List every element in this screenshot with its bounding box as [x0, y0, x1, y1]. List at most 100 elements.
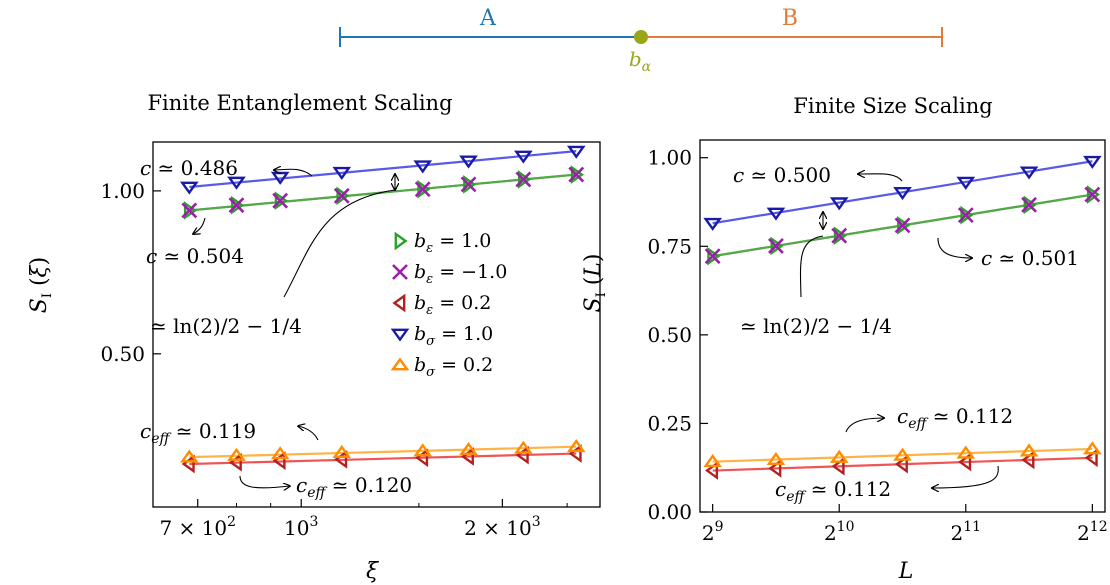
right-anno-ln2: ≃ ln(2)/2 − 1/4: [740, 314, 892, 338]
right-gap-curve: [799, 235, 824, 298]
right-plot-frame: [699, 139, 1106, 513]
left-anno-ceff-lower-arrow: [239, 475, 290, 488]
left-anno-c-upper: c ≃ 0.486: [140, 156, 238, 180]
right-anno-ceff-upper-arrow: [845, 418, 884, 433]
right-marker-s0: [897, 216, 911, 235]
left-fit-line-4: [189, 445, 577, 459]
right-ytick-label: 0.00: [647, 500, 692, 524]
right-marker-s1: [1021, 196, 1037, 213]
left-marker-s0: [336, 186, 350, 206]
right-anno-ceff-upper: ceff ≃ 0.112: [897, 404, 1013, 432]
region-b-label: B: [782, 6, 798, 31]
right-xtick-label: 210: [824, 519, 855, 545]
left-marker-s4: [459, 441, 478, 456]
left-marker-s3: [566, 145, 586, 159]
boundary-label: bα: [629, 47, 652, 75]
right-panel: Finite Size Scaling 0.00 0.25 0.50 0.75 1.00…: [581, 94, 1108, 584]
left-marker-s4: [514, 440, 533, 454]
left-axis-ticks: 0.50 1.00 7 × 102 103 2 × 103: [100, 179, 568, 540]
left-marker-s0: [517, 170, 532, 189]
left-marker-s3: [413, 160, 433, 174]
left-marker-s4: [270, 446, 290, 460]
right-marker-s0: [960, 205, 974, 225]
right-anno-ceff-lower-arrow: [932, 465, 999, 488]
right-marker-s1: [704, 248, 721, 265]
right-marker-s3: [829, 197, 849, 211]
left-xtick-label: 103: [284, 514, 318, 540]
left-marker-s1: [272, 192, 289, 209]
right-marker-s4: [893, 447, 912, 461]
left-marker-s4: [566, 439, 586, 453]
left-marker-s4: [227, 447, 246, 461]
left-marker-s1: [181, 202, 198, 219]
left-y-axis-label: SI (ξ): [27, 257, 55, 314]
left-x-axis-label: ξ: [366, 559, 380, 584]
right-fit-line-2: [712, 456, 1093, 472]
bipartition-diagram: A B bα: [339, 6, 943, 75]
right-ytick-label: 0.25: [647, 411, 692, 435]
legend: bε = 1.0 bε = −1.0 bε = 0.2 bσ = 1.0 bσ = 0.…: [390, 230, 507, 380]
left-fit-line-3: [189, 150, 577, 189]
left-marker-s3: [332, 166, 352, 180]
left-fit-line-2: [189, 452, 577, 466]
left-marker-s0: [231, 195, 245, 215]
left-marker-s0: [274, 191, 288, 210]
right-fit-line-3: [712, 160, 1093, 225]
left-data-markers: [179, 145, 586, 474]
right-x-axis-label: L: [898, 559, 914, 584]
left-marker-s0: [183, 201, 197, 220]
left-panel: Finite Entanglement Scaling 0.50 1.00 7 × …: [27, 91, 601, 584]
left-marker-s4: [413, 443, 433, 457]
right-marker-s3: [1083, 155, 1102, 169]
right-ytick-label: 0.50: [647, 323, 692, 347]
left-marker-s4: [179, 449, 199, 463]
left-marker-s3: [227, 176, 246, 190]
right-marker-s1: [1084, 186, 1101, 203]
right-marker-s1: [894, 217, 911, 234]
right-marker-s3: [703, 217, 722, 231]
left-ytick-label: 1.00: [100, 179, 145, 203]
left-marker-s0: [463, 175, 477, 194]
left-ytick-label: 0.50: [100, 342, 145, 366]
left-plot-frame: [152, 141, 601, 508]
boundary-dot: [634, 30, 648, 44]
left-gap-curve: [283, 189, 396, 298]
right-marker-s1: [768, 238, 784, 254]
right-xtick-label: 211: [951, 519, 982, 545]
left-marker-s1: [414, 181, 431, 198]
left-marker-s3: [514, 150, 533, 164]
right-marker-s0: [707, 246, 721, 266]
left-marker-s4: [332, 444, 352, 458]
left-marker-s1: [515, 171, 532, 188]
legend-label: bε = 1.0: [414, 230, 491, 256]
right-ytick-label: 0.75: [647, 234, 692, 258]
left-panel-title: Finite Entanglement Scaling: [147, 91, 452, 115]
left-fit-lines: [189, 150, 577, 466]
left-marker-s3: [459, 155, 478, 169]
right-marker-s0: [1086, 185, 1101, 204]
legend-marker: [390, 328, 410, 342]
legend-label: bσ = 0.2: [414, 354, 493, 380]
left-anno-ceff-upper-arrow: [298, 426, 319, 441]
right-anno-c-lower-arrow: [937, 237, 972, 258]
left-xtick-label: 2 × 103: [464, 514, 541, 540]
right-fit-line-4: [712, 447, 1093, 463]
legend-marker: [392, 264, 408, 280]
right-anno-ceff-lower: ceff ≃ 0.112: [775, 477, 891, 505]
right-marker-s4: [1019, 443, 1039, 457]
right-marker-s3: [766, 207, 786, 221]
right-marker-s0: [770, 236, 784, 256]
left-marker-s1: [568, 166, 585, 183]
right-marker-s1: [957, 207, 974, 224]
right-marker-s4: [766, 451, 786, 465]
right-marker-s0: [1023, 195, 1037, 215]
right-marker-s0: [833, 226, 847, 245]
legend-label: bε = −1.0: [414, 261, 507, 287]
left-marker-s3: [179, 181, 199, 195]
right-axis-ticks: 0.00 0.25 0.50 0.75 1.00 29 210 211 212: [647, 146, 1107, 545]
legend-marker: [390, 357, 410, 371]
left-anno-c-upper-arrow: [274, 169, 313, 177]
right-marker-s3: [1019, 166, 1039, 180]
right-data-markers: [703, 155, 1102, 480]
